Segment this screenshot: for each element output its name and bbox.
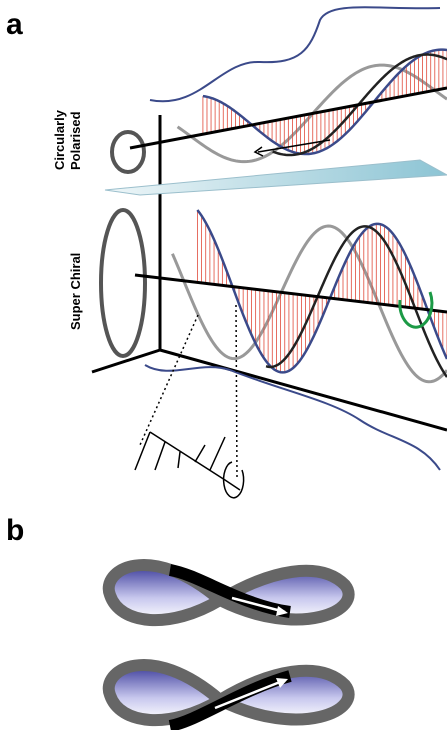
wave-part [196,209,447,374]
axes [91,115,447,432]
ellipse [110,130,146,174]
wave-part [134,273,447,314]
wave-part [265,225,447,378]
wave-part [202,48,447,156]
figure-eight [102,658,355,730]
waves [129,48,447,384]
row-label: Circularly [52,109,67,170]
row-label: Polarised [68,111,83,170]
panel-label: a [6,8,23,41]
panel-label: b [6,514,24,547]
projection [149,6,441,103]
projection [144,364,441,471]
ellipse [99,208,147,358]
arrows [134,139,434,499]
wave-part [171,224,447,384]
row-label: Super Chiral [68,253,83,330]
plane [104,159,447,196]
wave-part [129,86,447,150]
figure-eight [102,558,355,626]
